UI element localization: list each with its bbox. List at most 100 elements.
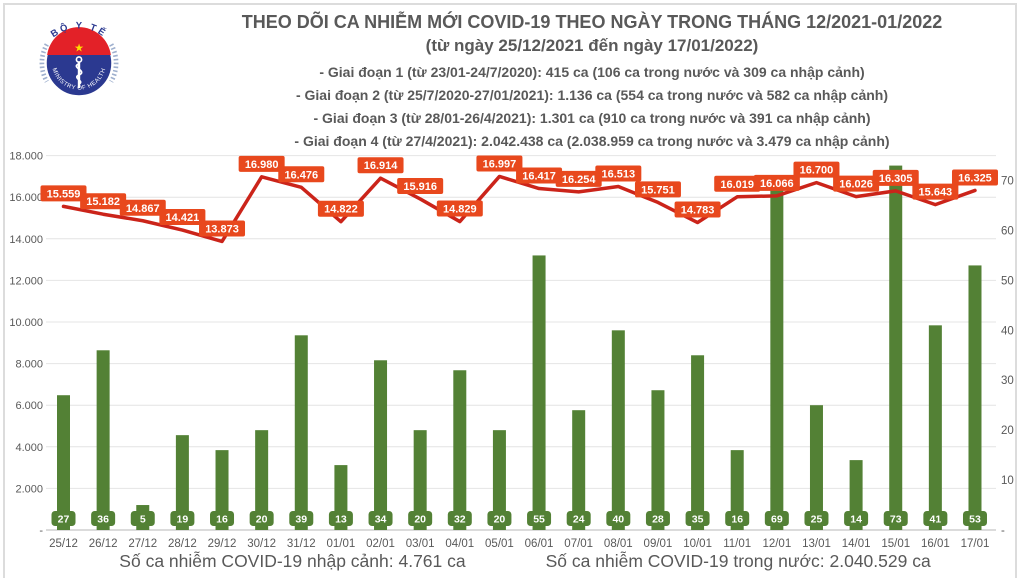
line-value-badge xyxy=(872,169,919,186)
left-axis-tick: 14.000 xyxy=(9,234,43,246)
right-axis-zero-tick: - xyxy=(1001,525,1005,537)
chart-subtitle: (từ ngày 25/12/2021 đến ngày 17/01/2022) xyxy=(425,36,759,55)
right-axis-tick: 10 xyxy=(1001,475,1014,487)
bar xyxy=(215,450,229,530)
line-value-label: 15.751 xyxy=(641,184,675,196)
bar xyxy=(57,395,70,530)
bar-value-badge xyxy=(328,511,353,526)
left-axis-tick: 2.000 xyxy=(15,483,43,495)
bar-value-label: 53 xyxy=(969,514,981,526)
date-label: 14/01 xyxy=(842,538,871,550)
date-label: 27/12 xyxy=(128,538,157,550)
bar xyxy=(730,450,744,530)
bar xyxy=(532,255,546,530)
line-value-label: 16.417 xyxy=(522,171,556,183)
laurel-left xyxy=(39,43,50,83)
bar xyxy=(968,265,982,530)
bar-value-badge xyxy=(527,511,552,526)
line-value-label: 14.822 xyxy=(324,204,358,216)
bar-value-badge xyxy=(606,511,631,526)
line-value-badge xyxy=(674,201,721,218)
line-value-badge xyxy=(714,175,761,192)
bar xyxy=(374,360,388,530)
line-value-badge xyxy=(40,185,87,202)
right-axis-tick: 60 xyxy=(1001,225,1014,237)
bar xyxy=(611,330,625,530)
date-label: 28/12 xyxy=(168,538,197,550)
line-value-label: 15.643 xyxy=(919,187,953,199)
chart-header: THEO DÕI CA NHIỄM MỚI COVID-19 THEO NGÀY… xyxy=(170,12,1014,153)
date-label: 10/01 xyxy=(683,538,712,550)
legend-item-domestic: Số ca nhiễm COVID-19 trong nước: 2.040.5… xyxy=(508,551,931,572)
logo-star-icon: ★ xyxy=(74,43,84,55)
left-axis-tick: 10.000 xyxy=(9,317,43,329)
bar-value-badge xyxy=(447,511,472,526)
line-value-badge xyxy=(436,200,483,217)
date-label: 29/12 xyxy=(208,538,237,550)
line-value-badge xyxy=(833,175,880,192)
bar-value-label: 32 xyxy=(454,514,466,526)
date-label: 06/01 xyxy=(525,538,554,550)
date-label: 07/01 xyxy=(564,538,593,550)
line-value-label: 16.513 xyxy=(601,169,635,181)
bar-value-label: 20 xyxy=(494,514,506,526)
date-label: 02/01 xyxy=(366,538,395,550)
chart-title: THEO DÕI CA NHIỄM MỚI COVID-19 THEO NGÀY… xyxy=(241,12,943,32)
moh-logo: ★ BỘ Y TẾ MINISTRY OF HEALTH xyxy=(39,20,119,98)
line-value-label: 16.700 xyxy=(800,165,834,177)
note-phase-4: - Giai đoạn 4 (từ 27/4/2021): 2.042.438 … xyxy=(294,133,890,149)
line-value-label: 16.019 xyxy=(720,179,754,191)
bar-value-badge xyxy=(170,511,195,526)
logo-red-cap xyxy=(47,27,111,55)
legend: Số ca nhiễm COVID-19 nhập cảnh: 4.761 ca… xyxy=(0,551,1024,572)
line-value-label: 16.325 xyxy=(958,172,992,184)
line-value-label: 15.182 xyxy=(86,196,120,208)
note-phase-2: - Giai đoạn 2 (từ 25/7/2020-27/01/2021):… xyxy=(295,87,889,103)
line-value-badge xyxy=(753,174,800,191)
line-value-label: 13.873 xyxy=(205,223,239,235)
date-label: 05/01 xyxy=(485,538,514,550)
bar-value-badge xyxy=(130,511,155,526)
bar-value-badge xyxy=(685,511,710,526)
line-value-badge xyxy=(119,199,166,216)
bar xyxy=(651,390,665,530)
date-label: 13/01 xyxy=(802,538,831,550)
bar-value-badge xyxy=(804,511,829,526)
line-value-badge xyxy=(634,181,681,198)
date-label: 15/01 xyxy=(881,538,910,550)
left-axis-tick: 18.000 xyxy=(9,151,43,163)
bar xyxy=(96,350,110,530)
line-value-label: 14.867 xyxy=(126,203,160,215)
bar-value-badge xyxy=(210,511,235,526)
legend-line-label: Số ca nhiễm COVID-19 trong nước: 2.040.5… xyxy=(545,551,931,571)
bar-value-badge xyxy=(249,511,274,526)
bar xyxy=(255,430,269,530)
bar xyxy=(453,370,467,530)
bar-value-label: 16 xyxy=(731,514,743,526)
bar xyxy=(809,405,823,530)
bar-value-badge xyxy=(51,511,76,526)
bar-value-label: 24 xyxy=(573,514,585,526)
line-value-badge xyxy=(199,220,246,237)
bar xyxy=(889,165,903,531)
bar xyxy=(492,430,506,530)
staff-snake xyxy=(75,63,83,85)
right-axis-tick: 70 xyxy=(1001,176,1014,188)
right-axis-tick: 40 xyxy=(1001,325,1014,337)
legend-bar-swatch xyxy=(93,554,111,569)
line-value-badge xyxy=(912,183,959,200)
phase-notes: - Giai đoạn 1 (từ 23/01-24/7/2020): 415 … xyxy=(170,61,1014,153)
line-value-badge xyxy=(476,155,523,172)
bar-value-badge xyxy=(289,511,314,526)
bar-value-badge xyxy=(962,511,987,526)
date-label: 16/01 xyxy=(921,538,950,550)
bar-value-badge xyxy=(764,511,789,526)
bar-value-label: 27 xyxy=(58,514,70,526)
bar-value-badge xyxy=(368,511,393,526)
note-phase-1: - Giai đoạn 1 (từ 23/01-24/7/2020): 415 … xyxy=(319,64,865,80)
line-value-label: 16.980 xyxy=(245,159,279,171)
right-axis-tick: 50 xyxy=(1001,275,1014,287)
line-value-label: 14.783 xyxy=(681,205,715,217)
line-value-label: 16.254 xyxy=(562,174,597,186)
